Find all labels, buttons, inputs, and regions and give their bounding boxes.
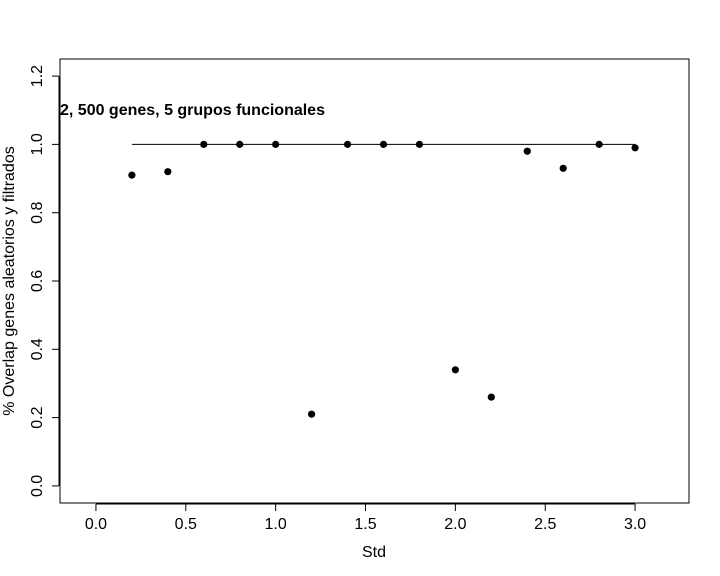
data-point [343,140,352,148]
x-tick-label: 2.5 [534,516,556,533]
y-tick-label: 0.8 [29,201,46,223]
y-tick-label: 0.4 [29,338,46,360]
x-axis: 0.0 0.5 1.0 1.5 2.0 2.5 3.0 [85,503,646,533]
data-point [308,410,316,418]
data-point [451,366,459,374]
data-point [272,140,280,148]
y-tick-label: 1.2 [29,65,46,87]
y-tick-label: 1.0 [29,133,46,155]
data-point [128,171,136,179]
data-point [200,140,208,148]
x-tick-label: 0.5 [175,516,197,533]
data-point [631,144,639,152]
y-tick-label: 0.0 [29,475,46,497]
y-tick-label: 0.6 [29,270,46,292]
x-tick-label: 0.0 [85,516,107,533]
data-points [128,140,639,418]
x-tick-label: 2.0 [444,516,466,533]
x-tick-label: 1.5 [354,516,376,533]
data-point [523,147,531,155]
x-tick-label: 3.0 [624,516,646,533]
data-point [487,393,495,401]
y-tick-label: 0.2 [29,406,46,428]
data-point [595,140,603,148]
data-point [164,168,172,176]
x-tick-label: 1.0 [265,516,287,533]
plot-frame [59,58,690,504]
chart-annotation: 2, 500 genes, 5 grupos funcionales [60,102,325,119]
data-point [236,140,244,148]
data-point [559,164,567,172]
y-axis: 0.0 0.2 0.4 0.6 0.8 1.0 1.2 [29,65,60,497]
x-axis-title: Std [362,544,386,561]
data-point [379,140,388,148]
y-axis-title: % Overlap genes aleatorios y filtrados [1,146,18,415]
data-point [415,140,424,148]
